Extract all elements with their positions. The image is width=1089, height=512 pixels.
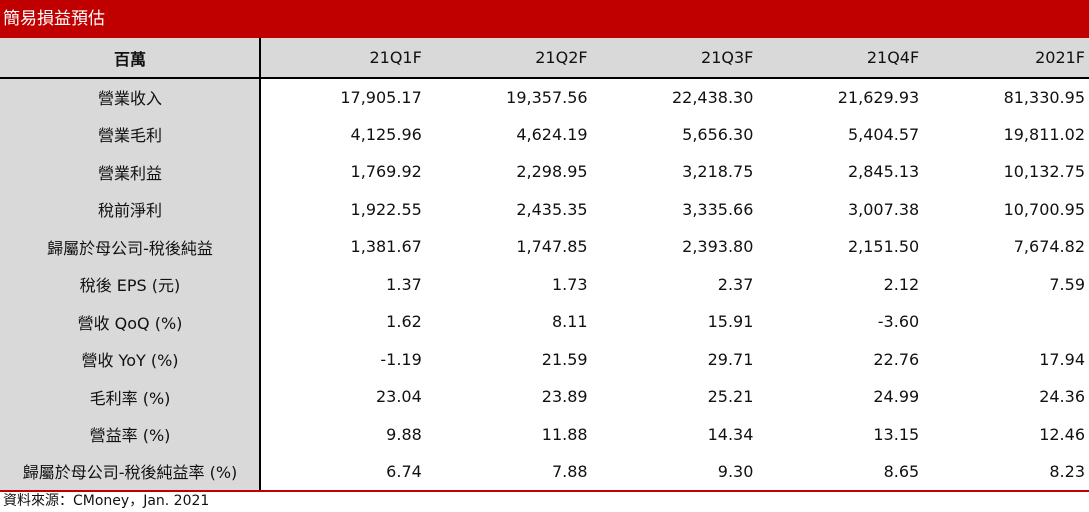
- table-cell: 29.71: [707, 349, 754, 369]
- table-cell: 22.76: [873, 349, 920, 369]
- row-label: 營業毛利: [0, 115, 261, 153]
- row-label: 營業利益: [0, 153, 261, 191]
- unit-header: 百萬: [0, 38, 261, 79]
- table-row: 稅後 EPS (元) 1.37 1.73 2.37 2.12 7.59: [0, 265, 1089, 303]
- table-cell: 1.62: [386, 312, 422, 332]
- table-cell: 17.94: [1039, 349, 1085, 369]
- table-cell: 11.88: [541, 424, 588, 444]
- table-cell: 2,393.80: [682, 237, 754, 257]
- table-cell: 2.12: [883, 274, 920, 294]
- table-cell: 1,381.67: [350, 237, 422, 257]
- table-cell: 25.21: [707, 387, 754, 407]
- table-cell: 19,811.02: [1003, 124, 1085, 144]
- table-row: 歸屬於母公司-稅後純益率 (%) 6.74 7.88 9.30 8.65 8.23: [0, 453, 1089, 492]
- table-cell: 2,435.35: [516, 199, 588, 219]
- row-label: 稅後 EPS (元): [0, 265, 261, 303]
- table-row: 營收 YoY (%) -1.19 21.59 29.71 22.76 17.94: [0, 340, 1089, 378]
- source-note: 資料來源：CMoney，Jan. 2021: [3, 493, 210, 509]
- table-cell: 4,624.19: [516, 124, 588, 144]
- table-cell: 1,769.92: [350, 162, 422, 182]
- column-header: 21Q3F: [591, 38, 758, 79]
- column-header: 21Q2F: [425, 38, 592, 79]
- table-cell: 10,700.95: [1003, 199, 1085, 219]
- header-row: 百萬 21Q1F 21Q2F 21Q3F 21Q4F 2021F: [0, 38, 1089, 79]
- row-label: 稅前淨利: [0, 190, 261, 228]
- row-label: 歸屬於母公司-稅後純益率 (%): [0, 453, 261, 492]
- table-cell: 7.88: [425, 453, 592, 492]
- table-cell: 23.89: [541, 387, 588, 407]
- table-cell: -3.60: [877, 312, 920, 332]
- table-cell: [923, 303, 1089, 341]
- table-cell: 1.37: [386, 274, 422, 294]
- table-cell: 7,674.82: [1013, 237, 1085, 257]
- table-cell: 1,747.85: [516, 237, 588, 257]
- table-cell: 2,298.95: [516, 162, 588, 182]
- table-cell: 1,922.55: [350, 199, 422, 219]
- table-row: 營收 QoQ (%) 1.62 8.11 15.91 -3.60: [0, 303, 1089, 341]
- table-cell: 81,330.95: [1003, 87, 1085, 107]
- table-cell: 23.04: [375, 387, 422, 407]
- table-cell: 7.59: [1049, 274, 1085, 294]
- table-cell: 4,125.96: [350, 124, 422, 144]
- table-row: 營業利益 1,769.92 2,298.95 3,218.75 2,845.13 10,1…: [0, 153, 1089, 191]
- row-label: 毛利率 (%): [0, 378, 261, 416]
- table-cell: 22,438.30: [671, 87, 754, 107]
- row-label: 營收 QoQ (%): [0, 303, 261, 341]
- table-cell: 24.36: [1039, 387, 1085, 407]
- table-row: 營益率 (%) 9.88 11.88 14.34 13.15 12.46: [0, 415, 1089, 453]
- table-cell: 15.91: [707, 312, 754, 332]
- table-cell: 8.65: [757, 453, 924, 492]
- table-cell: 3,007.38: [847, 199, 920, 219]
- row-label: 歸屬於母公司-稅後純益: [0, 228, 261, 266]
- table-cell: -1.19: [380, 349, 422, 369]
- column-header: 21Q4F: [757, 38, 924, 79]
- table-cell: 14.34: [707, 424, 754, 444]
- table-cell: 10,132.75: [1003, 162, 1085, 182]
- table-cell: 6.74: [260, 453, 426, 492]
- table-cell: 8.23: [923, 453, 1089, 492]
- income-forecast-table: 百萬 21Q1F 21Q2F 21Q3F 21Q4F 2021F 營業收入 17,…: [0, 38, 1089, 492]
- table-row: 營業收入 17,905.17 19,357.56 22,438.30 21,629.93…: [0, 78, 1089, 116]
- table-cell: 17,905.17: [340, 87, 422, 107]
- table-cell: 21.59: [541, 349, 588, 369]
- table-cell: 3,335.66: [682, 199, 754, 219]
- table-cell: 5,404.57: [847, 124, 920, 144]
- row-label: 營收 YoY (%): [0, 340, 261, 378]
- column-header: 2021F: [923, 38, 1089, 79]
- table-cell: 12.46: [1039, 424, 1085, 444]
- table-cell: 21,629.93: [837, 87, 920, 107]
- table-cell: 9.88: [386, 424, 422, 444]
- table-cell: 1.73: [551, 274, 588, 294]
- table-row: 歸屬於母公司-稅後純益 1,381.67 1,747.85 2,393.80 2,151…: [0, 228, 1089, 266]
- table-cell: 13.15: [873, 424, 920, 444]
- table-cell: 3,218.75: [682, 162, 754, 182]
- table-cell: 19,357.56: [506, 87, 588, 107]
- table-row: 毛利率 (%) 23.04 23.89 25.21 24.99 24.36: [0, 378, 1089, 416]
- table-row: 稅前淨利 1,922.55 2,435.35 3,335.66 3,007.38 10,7…: [0, 190, 1089, 228]
- table-title: 簡易損益預估: [0, 0, 1089, 38]
- column-header: 21Q1F: [260, 38, 426, 79]
- table-cell: 9.30: [591, 453, 758, 492]
- table-cell: 2.37: [717, 274, 754, 294]
- table-cell: 8.11: [551, 312, 588, 332]
- table-cell: 5,656.30: [682, 124, 754, 144]
- table-cell: 2,151.50: [847, 237, 920, 257]
- table-cell: 24.99: [873, 387, 920, 407]
- row-label: 營益率 (%): [0, 415, 261, 453]
- row-label: 營業收入: [0, 78, 261, 116]
- table-row: 營業毛利 4,125.96 4,624.19 5,656.30 5,404.57 19,8…: [0, 115, 1089, 153]
- table-cell: 2,845.13: [847, 162, 920, 182]
